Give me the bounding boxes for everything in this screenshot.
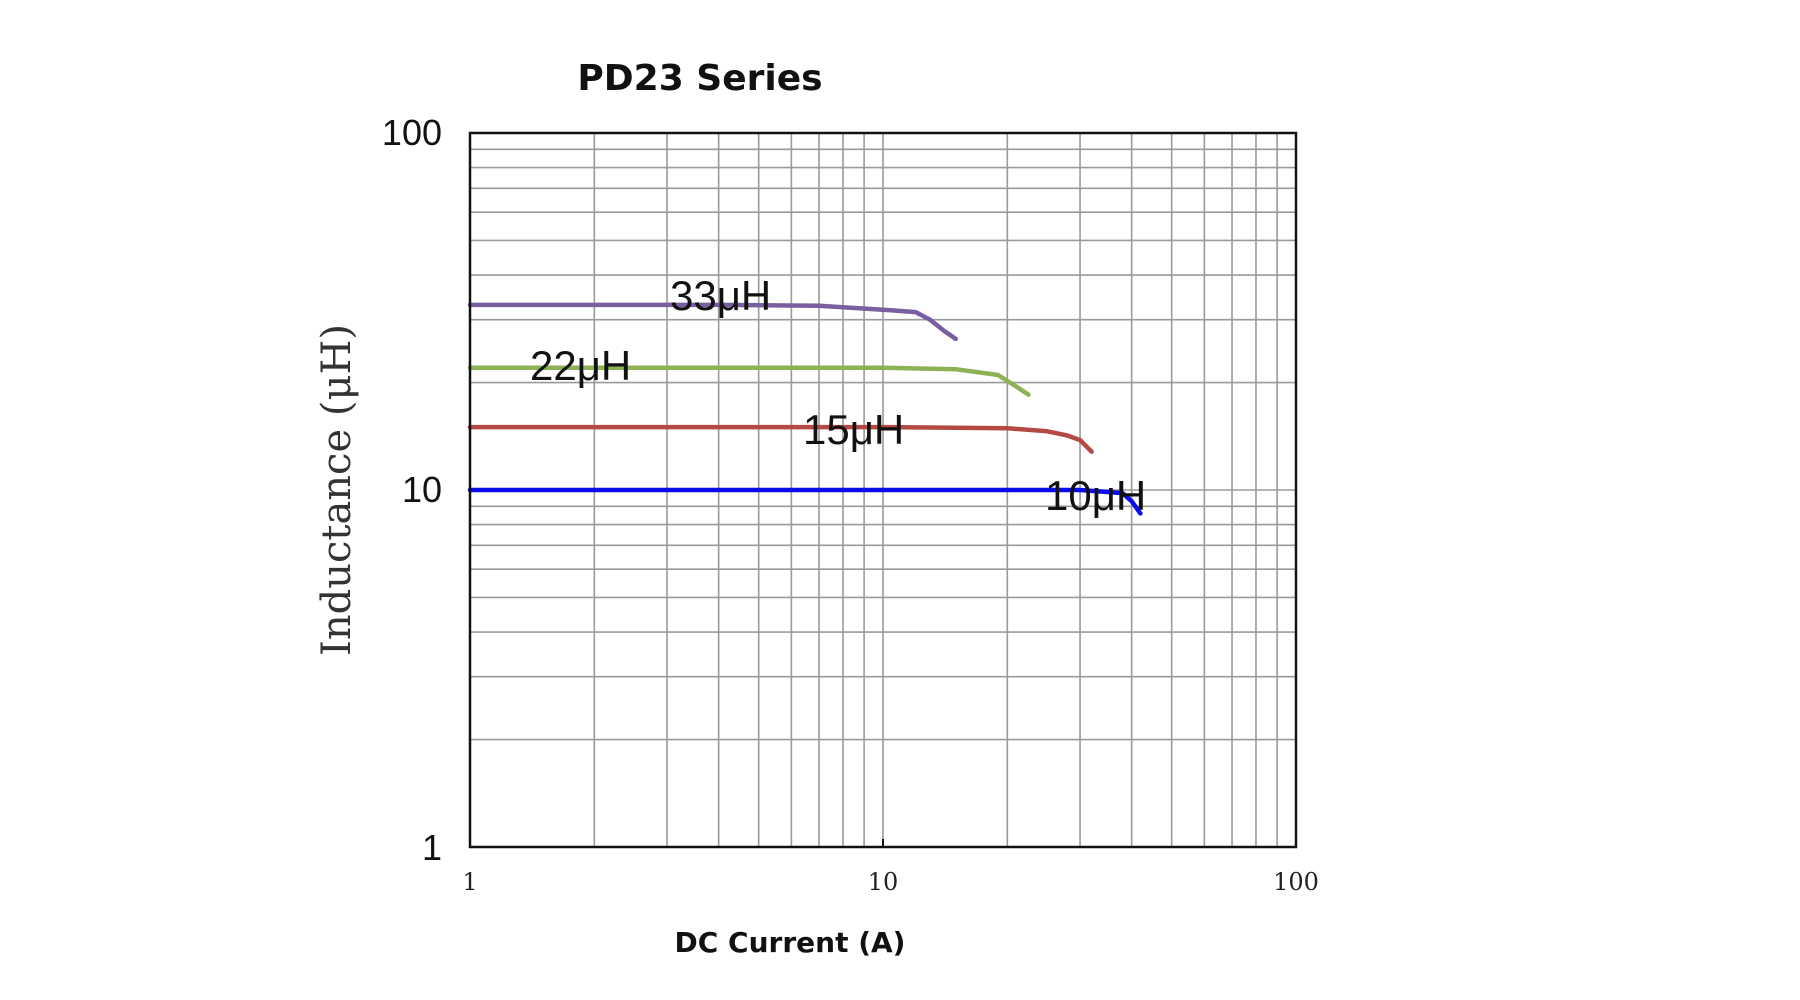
series-line-10uh: [467, 487, 1143, 516]
plot-frame: [468, 131, 1298, 849]
series-label-33uh: 33μH: [670, 272, 771, 319]
series-line-22uh: [467, 365, 1031, 397]
y-tick-label-10: 10: [402, 469, 442, 510]
y-tick-label-1: 1: [422, 827, 442, 868]
grid: [469, 132, 1297, 848]
series-label-10uh: 10μH: [1045, 472, 1146, 519]
x-axis-label: DC Current (A): [675, 926, 906, 959]
x-tick-label-100: 100: [1273, 868, 1319, 896]
chart-title: PD23 Series: [577, 58, 822, 99]
x-tick-label-1: 1: [462, 868, 477, 896]
series-label-22uh: 22μH: [530, 342, 631, 389]
series-group: [467, 302, 1143, 516]
y-axis-label: Inductance (μH): [314, 324, 360, 656]
series-line-33uh: [467, 302, 958, 342]
y-tick-label-100: 100: [382, 112, 442, 153]
x-tick-label-10: 10: [868, 868, 899, 896]
series-line-15uh: [467, 424, 1094, 454]
series-label-15uh: 15μH: [803, 406, 904, 453]
